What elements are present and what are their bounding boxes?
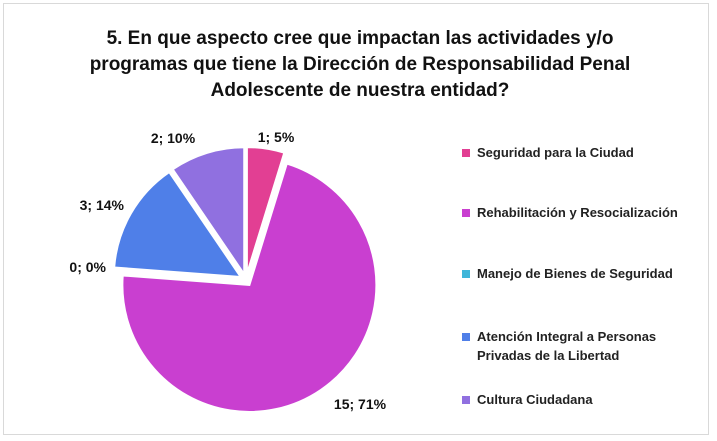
legend-swatch-atencion-integral <box>462 333 470 341</box>
pie-slice-cultura <box>171 146 246 278</box>
legend-label-manejo-bienes-line: Manejo de Bienes de Seguridad <box>477 266 673 281</box>
legend-label-manejo-bienes: Manejo de Bienes de Seguridad <box>477 264 712 283</box>
pie-slice-seguridad <box>245 146 286 275</box>
legend-label-atencion-integral-line-2: Privadas de la Libertad <box>477 348 620 363</box>
data-label-rehabilitacion: 15; 71% <box>334 396 387 412</box>
pie-slice-rehabilitacion <box>121 162 378 413</box>
legend-label-cultura: Cultura Ciudadana <box>477 390 712 409</box>
legend-label-seguridad: Seguridad para la Ciudad <box>477 143 712 162</box>
chart-title-line-3: Adolescente de nuestra entidad? <box>210 80 510 101</box>
data-label-cultura: 2; 10% <box>151 130 196 146</box>
chart-title: 5. En que aspecto cree que impactan las … <box>40 26 680 104</box>
legend-swatch-cultura <box>462 396 470 404</box>
legend-swatch-rehabilitacion <box>462 209 470 217</box>
data-label-atencion-integral: 3; 14% <box>80 197 125 213</box>
chart-title-line-2: programas que tiene la Dirección de Resp… <box>89 54 631 75</box>
data-label-manejo-bienes: 0; 0% <box>69 259 106 275</box>
legend-label-seguridad-line: Seguridad para la Ciudad <box>477 145 634 160</box>
legend-label-atencion-integral-line-1: Atención Integral a Personas <box>477 329 657 344</box>
legend-swatch-seguridad <box>462 149 470 157</box>
legend-label-rehabilitacion: Rehabilitación y Resocialización <box>477 203 712 222</box>
pie-slice-atencion-integral <box>113 170 243 279</box>
legend-label-atencion-integral: Atención Integral a Personas Privadas de… <box>477 327 712 365</box>
legend-label-cultura-line: Cultura Ciudadana <box>477 392 593 407</box>
chart-title-line-1: 5. En que aspecto cree que impactan las … <box>106 28 614 49</box>
data-label-seguridad: 1; 5% <box>258 129 295 145</box>
legend-label-rehabilitacion-line: Rehabilitación y Resocialización <box>477 205 678 220</box>
legend-swatch-manejo-bienes <box>462 270 470 278</box>
